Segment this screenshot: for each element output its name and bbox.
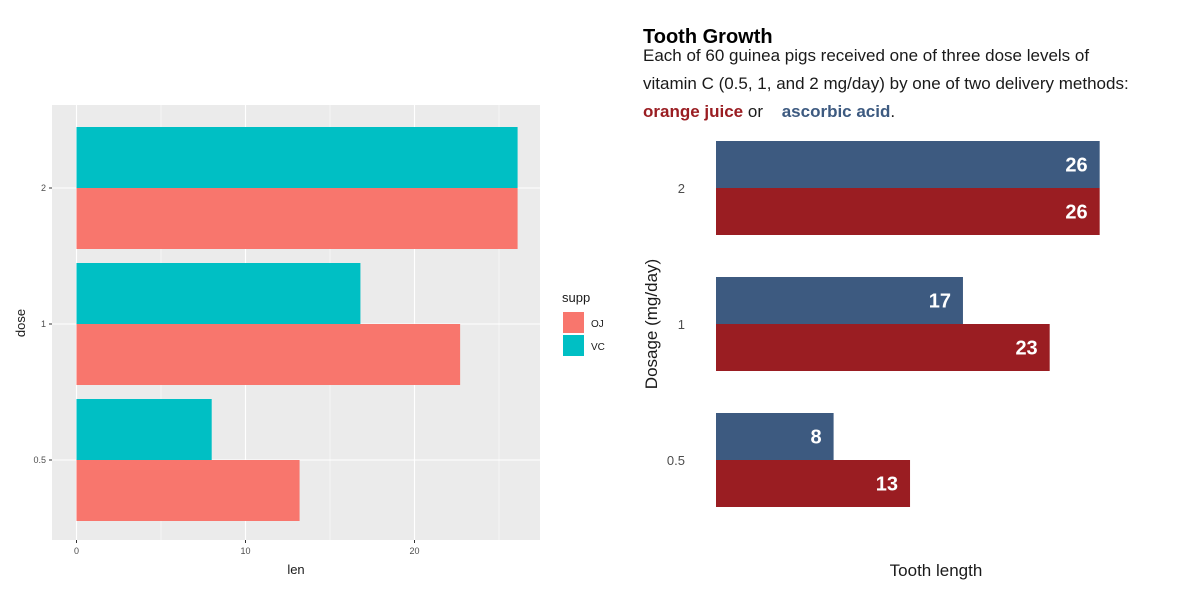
left-y-axis-title: dose bbox=[13, 309, 28, 337]
right-label-oj-1: 23 bbox=[1015, 338, 1037, 360]
subtitle-line-3: orange juice or ascorbic acid. bbox=[643, 102, 895, 121]
left-y-tick-label: 0.5 bbox=[33, 455, 46, 465]
left-x-tick-label: 20 bbox=[409, 546, 419, 556]
subtitle-end: . bbox=[890, 102, 895, 121]
legend-label-oj: OJ bbox=[591, 319, 604, 330]
right-chart: Tooth Growth Each of 60 guinea pigs rece… bbox=[642, 26, 1129, 580]
right-x-axis-title: Tooth length bbox=[890, 561, 983, 580]
right-y-tick-label: 0.5 bbox=[667, 453, 685, 468]
subtitle-line-1: Each of 60 guinea pigs received one of t… bbox=[643, 46, 1089, 65]
right-label-vc-0.5: 8 bbox=[810, 427, 821, 449]
right-bar-vc-2 bbox=[716, 141, 1100, 188]
subtitle-connector: or bbox=[743, 102, 768, 121]
legend-title: supp bbox=[562, 290, 590, 305]
left-bar-vc-0.5 bbox=[76, 399, 212, 460]
left-bar-oj-1 bbox=[76, 324, 461, 385]
subtitle-oj-highlight: orange juice bbox=[643, 102, 743, 121]
left-x-tick-label: 10 bbox=[240, 546, 250, 556]
right-y-axis-title: Dosage (mg/day) bbox=[642, 259, 661, 389]
right-label-oj-2: 26 bbox=[1065, 202, 1087, 224]
left-chart: 0 10 20 0.5 1 2 len dose supp OJ VC bbox=[13, 105, 605, 577]
right-chart-title: Tooth Growth bbox=[643, 26, 773, 48]
right-bar-vc-1 bbox=[716, 277, 963, 324]
subtitle-vc-highlight: ascorbic acid bbox=[782, 102, 891, 121]
left-bar-vc-1 bbox=[76, 263, 361, 324]
right-y-tick-label: 2 bbox=[678, 181, 685, 196]
left-bar-oj-2 bbox=[76, 188, 518, 249]
right-bar-oj-2 bbox=[716, 188, 1100, 235]
right-data-labels: 8 13 17 23 26 26 bbox=[810, 155, 1087, 496]
legend-key-oj bbox=[563, 312, 584, 333]
left-y-ticks: 0.5 1 2 bbox=[33, 183, 52, 465]
left-x-tick-label: 0 bbox=[74, 546, 79, 556]
right-bar-vc-0.5 bbox=[716, 413, 834, 460]
right-bars bbox=[716, 141, 1100, 507]
right-label-vc-2: 26 bbox=[1065, 155, 1087, 177]
left-bar-vc-2 bbox=[76, 127, 518, 188]
left-legend: supp OJ VC bbox=[562, 290, 605, 356]
right-y-tick-label: 1 bbox=[678, 317, 685, 332]
right-bar-oj-0.5 bbox=[716, 460, 911, 507]
left-bar-oj-0.5 bbox=[76, 460, 300, 521]
left-x-ticks: 0 10 20 bbox=[74, 540, 420, 556]
legend-key-vc bbox=[563, 335, 584, 356]
right-label-oj-0.5: 13 bbox=[876, 474, 898, 496]
left-bars bbox=[76, 127, 518, 521]
left-y-tick-label: 2 bbox=[41, 183, 46, 193]
legend-label-vc: VC bbox=[591, 342, 605, 353]
left-y-tick-label: 1 bbox=[41, 319, 46, 329]
right-y-ticks: 0.5 1 2 bbox=[667, 181, 685, 468]
subtitle-line-2: vitamin C (0.5, 1, and 2 mg/day) by one … bbox=[643, 74, 1129, 93]
right-label-vc-1: 17 bbox=[929, 291, 951, 313]
left-x-axis-title: len bbox=[287, 562, 304, 577]
right-bar-oj-1 bbox=[716, 324, 1050, 371]
